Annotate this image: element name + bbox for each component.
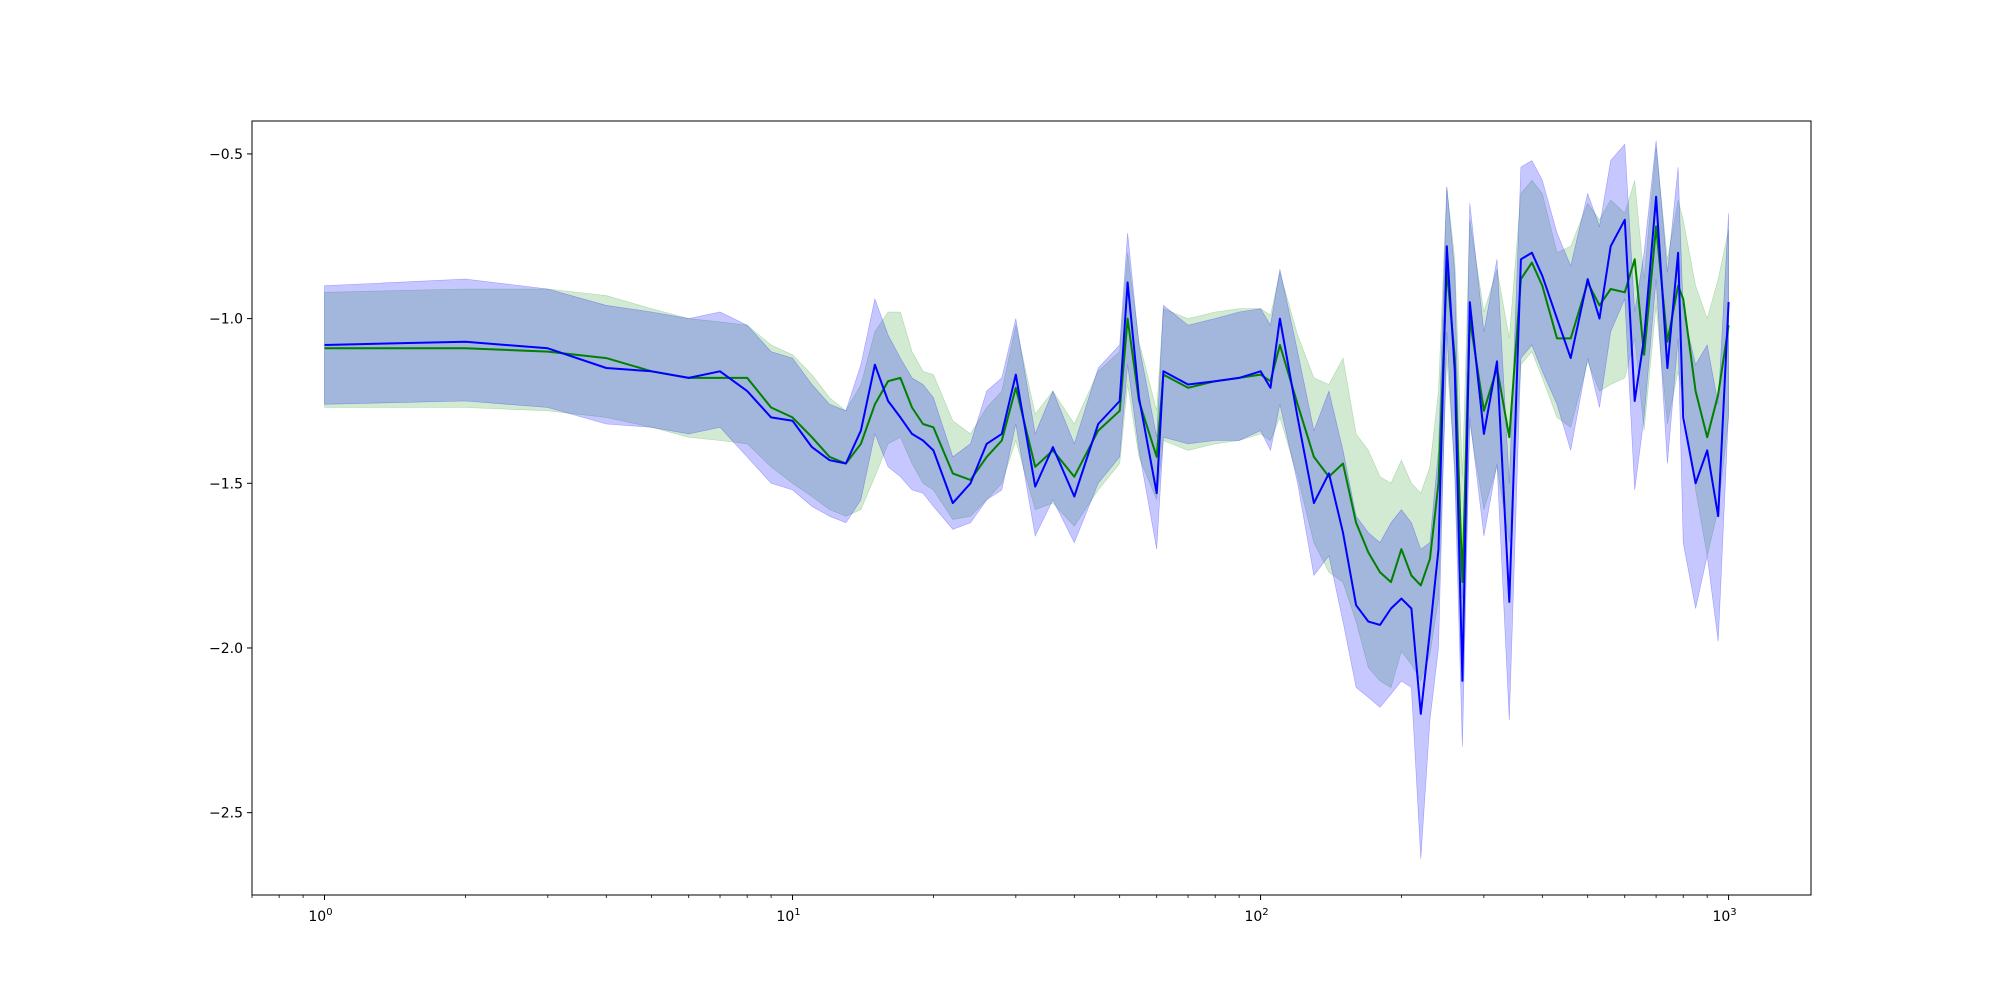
y-axis: −0.5 −1.0 −1.5 −2.0 −2.5 bbox=[209, 147, 252, 822]
x-tick-exponent: 0 bbox=[326, 907, 332, 918]
y-tick-label: −1.0 bbox=[209, 312, 243, 328]
x-tick-exponent: 3 bbox=[1730, 907, 1736, 918]
x-tick-label: 101 bbox=[776, 907, 800, 925]
axes-frame bbox=[251, 120, 1812, 896]
series-1-line bbox=[324, 195, 1730, 715]
series-1-band bbox=[324, 140, 1729, 859]
y-tick-label: −2.5 bbox=[209, 806, 243, 822]
plot-area bbox=[324, 140, 1730, 859]
x-tick-base: 10 bbox=[308, 909, 326, 925]
x-tick-base: 10 bbox=[1244, 909, 1262, 925]
x-tick-exponent: 2 bbox=[1262, 907, 1268, 918]
x-axis: 100 101 102 103 bbox=[251, 895, 1737, 925]
y-tick-label: −1.5 bbox=[209, 476, 243, 492]
y-tick-label: −0.5 bbox=[209, 147, 243, 163]
x-tick-label: 103 bbox=[1712, 907, 1736, 925]
x-tick-label: 102 bbox=[1244, 907, 1268, 925]
x-tick-label: 100 bbox=[308, 907, 332, 925]
x-tick-base: 10 bbox=[776, 909, 794, 925]
x-tick-exponent: 1 bbox=[794, 907, 800, 918]
x-tick-base: 10 bbox=[1712, 909, 1730, 925]
series-0-band bbox=[324, 147, 1729, 688]
y-tick-label: −2.0 bbox=[209, 641, 243, 657]
